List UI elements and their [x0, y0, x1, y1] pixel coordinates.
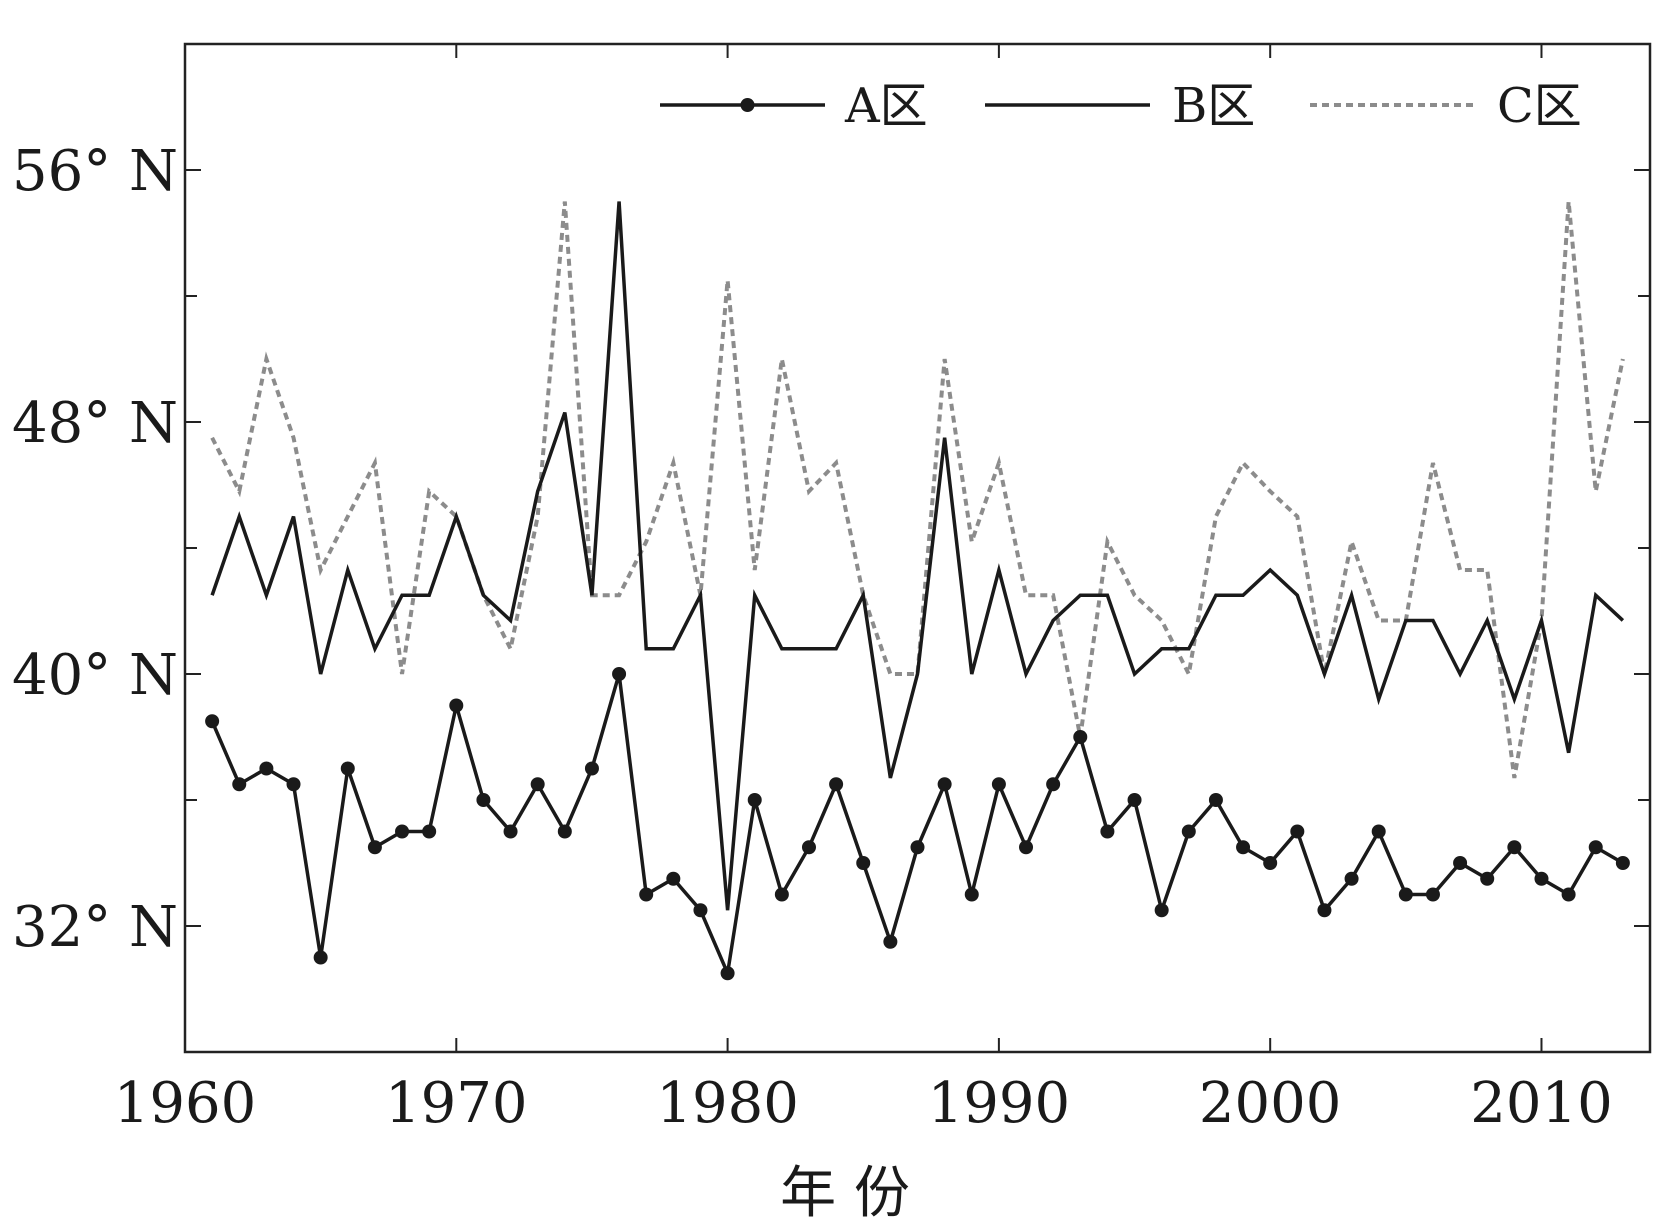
series-a-point — [259, 761, 274, 776]
series-a-point — [1100, 824, 1115, 839]
series-a-point — [422, 824, 437, 839]
series-a-point — [232, 777, 247, 792]
y-tick-label: 32° N — [12, 895, 178, 960]
series-a-point — [557, 824, 572, 839]
x-tick-label: 2000 — [1199, 1071, 1342, 1136]
series-a-point — [449, 698, 464, 713]
series-a-point — [584, 761, 599, 776]
series-a-point — [1480, 871, 1495, 886]
series-line-a — [210, 673, 1624, 980]
series-a-point — [666, 871, 681, 886]
axis-tick-labels: 1960 1970 1980 1990 2000 2010 32° N 40° N 48° N 5… — [12, 139, 1613, 1136]
series-a-point — [991, 777, 1006, 792]
series-a-point — [883, 934, 898, 949]
series-a-point — [693, 903, 708, 918]
series-a-point — [1425, 887, 1440, 902]
series-a-point — [856, 856, 871, 870]
series-a-point — [1534, 871, 1549, 886]
x-axis-title: 年 份 — [780, 1161, 910, 1226]
legend-marker — [740, 98, 755, 112]
series-a-point — [1073, 730, 1088, 744]
series-a-point — [612, 667, 627, 681]
series-a-point — [1019, 840, 1034, 855]
series-line-b — [210, 201, 1625, 911]
series-a-point — [1154, 903, 1169, 918]
series-a-point — [1561, 887, 1576, 902]
series-a-point — [313, 950, 328, 965]
x-tick-label: 1970 — [385, 1071, 528, 1136]
series-a-point — [395, 824, 410, 839]
series-layer — [205, 201, 1630, 981]
series-a-point — [1398, 887, 1413, 902]
series-a-point — [1236, 840, 1251, 855]
y-tick-label: 40° N — [12, 643, 178, 708]
series-a-point — [801, 840, 816, 855]
series-a-point — [1127, 793, 1142, 807]
legend: A区 B区 C区 — [660, 78, 1582, 134]
series-a-point — [340, 761, 355, 776]
series-a-point — [1507, 840, 1522, 855]
x-tick-label: 1980 — [656, 1071, 799, 1136]
series-a-point — [910, 840, 925, 855]
series-a-point — [720, 966, 735, 981]
series-a-point — [1317, 903, 1332, 918]
x-tick-label: 1990 — [928, 1071, 1071, 1136]
series-a-point — [937, 777, 952, 792]
series-a-point — [774, 887, 789, 902]
series-a-point — [1588, 840, 1603, 855]
series-a-point — [1344, 871, 1359, 886]
x-tick-label: 1960 — [114, 1071, 257, 1136]
series-a-point — [476, 793, 491, 807]
x-tick-label: 2010 — [1470, 1071, 1613, 1136]
series-a-point — [1453, 856, 1468, 870]
y-tick-label: 56° N — [12, 139, 178, 204]
series-a-point — [286, 777, 301, 792]
series-a-point — [367, 840, 382, 855]
series-a-point — [503, 824, 518, 839]
series-a-point — [1046, 777, 1061, 792]
legend-label: A区 — [844, 78, 928, 134]
series-a-point — [1371, 824, 1386, 839]
series-a-point — [1615, 856, 1630, 870]
series-a-point — [747, 793, 762, 807]
series-a-point — [530, 777, 545, 792]
series-a-point — [829, 777, 844, 792]
series-a-point — [1181, 824, 1196, 839]
y-tick-label: 48° N — [12, 391, 178, 456]
series-a-point — [1290, 824, 1305, 839]
series-a-point — [964, 887, 979, 902]
series-a-point — [1208, 793, 1223, 807]
series-a-point — [639, 887, 654, 902]
axis-ticks — [184, 44, 1650, 1052]
legend-label: C区 — [1497, 78, 1582, 134]
series-a-point — [205, 714, 220, 729]
legend-label: B区 — [1172, 78, 1255, 134]
series-a-point — [1263, 856, 1278, 870]
series-line-c — [210, 201, 1625, 779]
